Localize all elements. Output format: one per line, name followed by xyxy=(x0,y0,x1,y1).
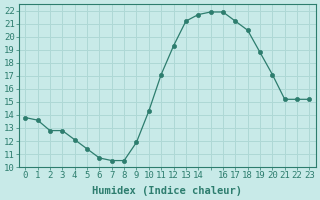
X-axis label: Humidex (Indice chaleur): Humidex (Indice chaleur) xyxy=(92,186,242,196)
